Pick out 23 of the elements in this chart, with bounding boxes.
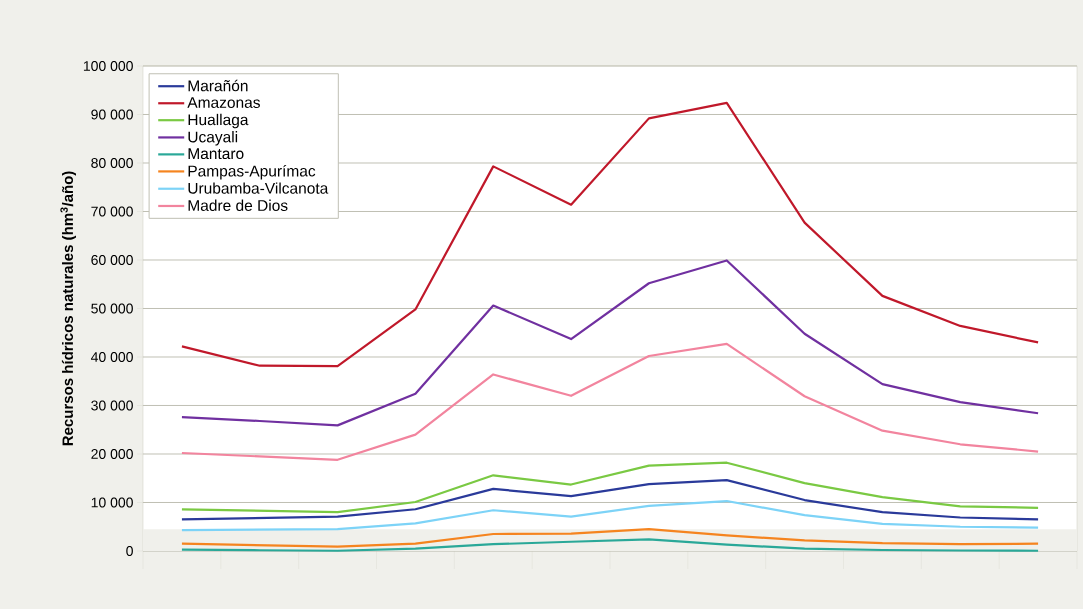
y-tick-label: 80 000 — [91, 158, 133, 168]
line-series — [180, 342, 1040, 461]
y-axis-title: Recursos hídricos naturales (hm$^{3}$/año) — [60, 171, 76, 446]
legend-label: Ucayali — [188, 131, 238, 146]
legend-label: Urubamba-Vilcanota — [188, 182, 329, 194]
legend-label: Pampas-Apurímac — [188, 164, 316, 180]
line-series — [180, 259, 1040, 427]
y-tick-label: 20 000 — [91, 449, 133, 459]
y-tick-label: 100 000 — [83, 61, 133, 71]
y-tick-label: 10 000 — [91, 497, 133, 508]
y-tick-label: 40 000 — [90, 352, 133, 362]
y-tick-label: 90 000 — [91, 109, 133, 120]
y-tick-label: 60 000 — [91, 255, 133, 265]
y-tick-label: 70 000 — [91, 206, 133, 217]
legend-label: Huallaga — [188, 113, 249, 129]
legend-label: Marañón — [188, 79, 248, 92]
legend-label: Amazonas — [187, 97, 260, 108]
legend-label: Mantaro — [188, 148, 244, 160]
y-tick-label: 50 000 — [91, 303, 133, 314]
legend-label: Madre de Dios — [188, 199, 288, 211]
y-tick-label: 0 — [126, 546, 133, 556]
y-tick-label: 30 000 — [91, 400, 133, 411]
line-series — [180, 538, 1040, 552]
